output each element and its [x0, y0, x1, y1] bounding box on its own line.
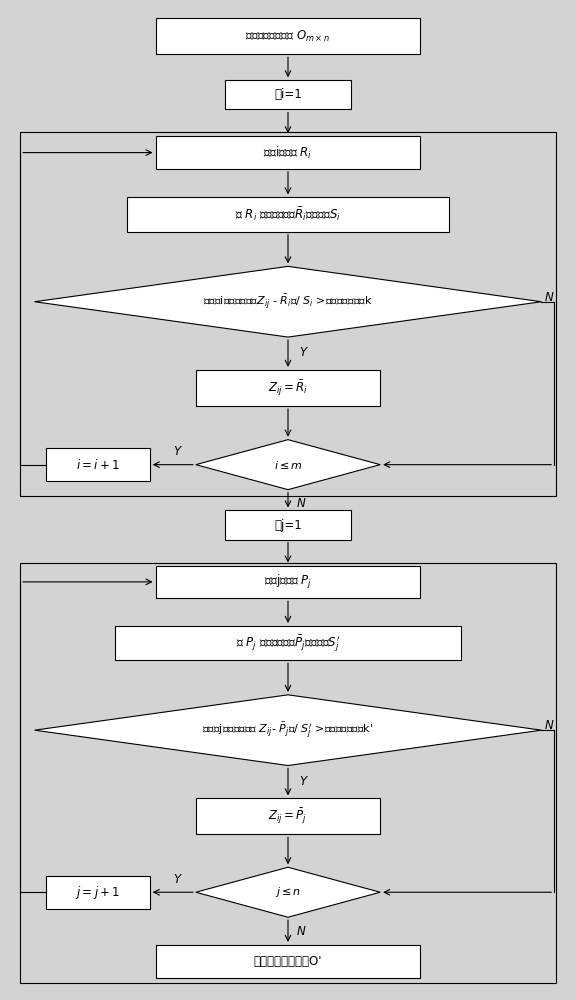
Text: Y: Y	[173, 873, 180, 886]
Text: Y: Y	[173, 445, 180, 458]
Text: Y: Y	[300, 775, 306, 788]
Text: （对第i行的每一数据$Z_{ij}$ - $\bar{R}_i$）/ $S_i$ >预置行滤波系数k: （对第i行的每一数据$Z_{ij}$ - $\bar{R}_i$）/ $S_i$…	[203, 292, 373, 311]
FancyBboxPatch shape	[115, 626, 461, 660]
Text: $i=i+1$: $i=i+1$	[76, 458, 120, 472]
Text: 取第i行数据 $R_i$: 取第i行数据 $R_i$	[263, 145, 313, 161]
Text: Y: Y	[300, 346, 306, 359]
Text: $i\leq m$: $i\leq m$	[274, 459, 302, 471]
Polygon shape	[35, 695, 541, 766]
Text: 取第j列数据 $P_j$: 取第j列数据 $P_j$	[264, 573, 312, 591]
Text: 求 $R_i$ 的算术平均值$\bar{R}_i$，标准差$S_i$: 求 $R_i$ 的算术平均值$\bar{R}_i$，标准差$S_i$	[235, 206, 341, 223]
FancyBboxPatch shape	[196, 798, 380, 834]
Text: 滤波后的三维数据O': 滤波后的三维数据O'	[254, 955, 322, 968]
FancyBboxPatch shape	[156, 18, 420, 54]
FancyBboxPatch shape	[156, 566, 420, 598]
Text: 输入三维图像数据 $O_{m\times n}$: 输入三维图像数据 $O_{m\times n}$	[245, 29, 331, 44]
Text: $j\leq n$: $j\leq n$	[275, 885, 301, 899]
Text: $Z_{ij}=\bar{P}_j$: $Z_{ij}=\bar{P}_j$	[268, 807, 308, 826]
Text: N: N	[297, 925, 305, 938]
Polygon shape	[196, 440, 380, 490]
Text: N: N	[544, 719, 553, 732]
Polygon shape	[196, 867, 380, 917]
Text: N: N	[297, 497, 305, 510]
Text: $j=j+1$: $j=j+1$	[75, 884, 120, 901]
FancyBboxPatch shape	[225, 510, 351, 540]
FancyBboxPatch shape	[225, 80, 351, 109]
FancyBboxPatch shape	[127, 197, 449, 232]
Text: 求 $P_j$ 的算术平均值$\bar{P}_j$，标准差$S_j^{\prime}$: 求 $P_j$ 的算术平均值$\bar{P}_j$，标准差$S_j^{\prim…	[236, 633, 340, 654]
Text: 令j=1: 令j=1	[274, 518, 302, 531]
Text: $Z_{ij}=\bar{R}_i$: $Z_{ij}=\bar{R}_i$	[268, 378, 308, 398]
Text: N: N	[544, 291, 553, 304]
Text: 令i=1: 令i=1	[274, 88, 302, 101]
FancyBboxPatch shape	[46, 876, 150, 909]
FancyBboxPatch shape	[196, 370, 380, 406]
Text: （对第j列的每一数据 $Z_{ij}$- $\bar{P}_j$）/ $S_j^{\prime}$ >预置列滤波系数k': （对第j列的每一数据 $Z_{ij}$- $\bar{P}_j$）/ $S_j^…	[202, 720, 374, 740]
FancyBboxPatch shape	[156, 945, 420, 978]
FancyBboxPatch shape	[156, 136, 420, 169]
FancyBboxPatch shape	[46, 448, 150, 481]
Polygon shape	[35, 266, 541, 337]
